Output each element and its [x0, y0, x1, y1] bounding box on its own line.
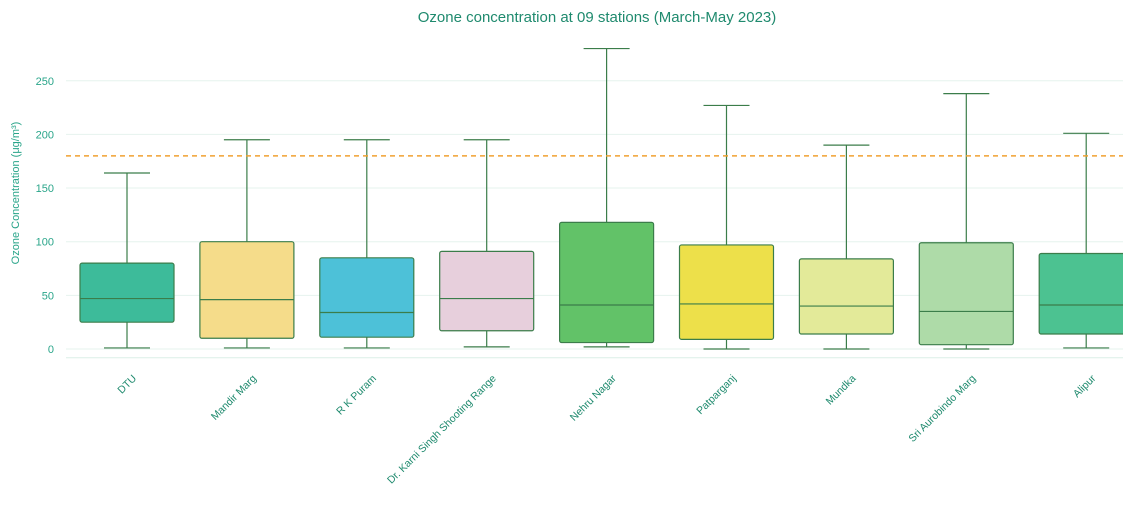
x-tick-label: Mundka	[824, 373, 859, 408]
boxes	[79, 47, 1123, 350]
box-group	[79, 172, 175, 349]
iqr-box	[319, 257, 415, 338]
iqr-box	[678, 244, 775, 340]
x-tick-label: Dr. Karni Singh Shooting Range	[385, 373, 499, 487]
box-group	[439, 139, 535, 348]
y-axis-label: Ozone Concentration (μg/m³)	[10, 122, 22, 265]
y-tick-label: 100	[36, 237, 54, 249]
x-tick-label: Mandir Marg	[209, 373, 259, 423]
box-group	[199, 139, 295, 349]
x-tick-label: Nehru Nagar	[568, 372, 619, 423]
box-group	[319, 139, 415, 349]
y-axis-ticks: 0 50 100 150 200 250	[36, 76, 54, 356]
y-tick-label: 250	[36, 76, 54, 88]
y-tick-label: 150	[36, 183, 54, 195]
iqr-box	[79, 262, 175, 323]
iqr-box	[798, 258, 895, 335]
x-tick-label: R K Puram	[334, 372, 379, 417]
x-tick-label: Sri Aurobindo Marg	[906, 373, 978, 445]
iqr-box	[918, 242, 1014, 346]
chart-title: Ozone concentration at 09 stations (Marc…	[418, 9, 777, 26]
iqr-box	[199, 241, 295, 339]
x-tick-label: Patparganj	[694, 373, 738, 417]
y-tick-label: 200	[36, 129, 54, 141]
x-tick-label: DTU	[115, 373, 139, 397]
box-group	[918, 93, 1014, 350]
box-group	[558, 47, 655, 348]
box-group	[678, 104, 775, 350]
x-axis-ticks: DTU Mandir Marg R K Puram Dr. Karni Singh S…	[115, 372, 1098, 486]
iqr-box	[558, 221, 655, 344]
iqr-box	[1038, 252, 1123, 335]
box-group	[798, 144, 895, 350]
iqr-box	[439, 250, 535, 332]
y-tick-label: 50	[42, 290, 54, 302]
box-group	[1038, 132, 1123, 349]
y-tick-label: 0	[48, 344, 54, 356]
x-tick-label: Alipur	[1071, 372, 1099, 400]
